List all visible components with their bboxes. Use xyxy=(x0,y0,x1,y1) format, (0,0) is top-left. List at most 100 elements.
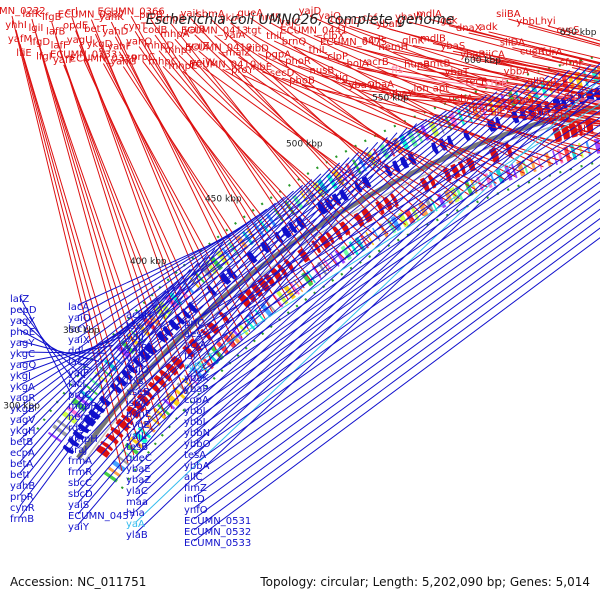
feature-block-inner xyxy=(357,156,368,172)
gene-label: cueR xyxy=(520,47,545,58)
gene-label: ybaZ xyxy=(126,475,151,486)
gene-callout-line xyxy=(77,215,259,339)
gene-callout-line xyxy=(218,51,442,208)
feature-block-outer xyxy=(429,197,438,212)
gene-callout-line xyxy=(230,22,460,199)
gene-label: lfiE xyxy=(16,48,31,59)
gene-callout-lines xyxy=(11,15,600,542)
reverse-gene-arrow xyxy=(288,221,298,234)
gene-callout-line xyxy=(135,87,508,402)
gene-callout-line xyxy=(19,43,135,456)
gene-label: proC xyxy=(68,390,91,401)
reverse-gene-arrow xyxy=(274,231,284,244)
gene-callout-line xyxy=(476,86,600,102)
gene-label: sbcD xyxy=(68,489,93,500)
gene-label: betT xyxy=(84,24,107,35)
gene-label: yajD xyxy=(299,6,322,17)
gene-label: clpX xyxy=(323,31,345,42)
forward-gene-arrow xyxy=(170,355,185,370)
gene-label: ECUMN_0419 xyxy=(185,42,252,53)
gene-callout-line xyxy=(193,164,600,454)
gene-callout-line xyxy=(83,59,221,359)
gene-callout-line xyxy=(19,313,144,408)
gene-label: ybaP xyxy=(184,384,208,395)
gene-label: ECUMN_0333 xyxy=(50,50,117,61)
gene-label: ECUMN_0533 xyxy=(184,538,251,549)
gene-callout-line xyxy=(262,71,525,174)
gene-label: yahG xyxy=(110,57,136,68)
gene-label: betA xyxy=(10,459,33,470)
gene-callout-line xyxy=(472,59,600,83)
gene-label: ECUMN_0441 xyxy=(280,26,347,37)
gene-label: lafZ xyxy=(10,294,29,305)
gene-label: siiCA xyxy=(480,50,505,61)
gene-label: tesB xyxy=(126,442,148,453)
gene-callout-line xyxy=(193,117,600,388)
feature-block-inner xyxy=(66,405,82,419)
gene-callout-line xyxy=(452,50,600,80)
gene-label: lafB xyxy=(46,26,65,37)
gene-label: ylaC xyxy=(126,486,148,497)
gene-callout-line xyxy=(436,67,600,93)
gene-label: yajL xyxy=(126,431,147,442)
reverse-gene-arrow xyxy=(431,142,440,155)
gene-callout-line xyxy=(448,25,600,64)
gene-label: prpC xyxy=(131,52,155,63)
gene-label: ybbA xyxy=(504,67,530,78)
gene-label: gsk xyxy=(440,16,458,27)
gene-callout-line xyxy=(281,77,563,162)
gene-label: hemB xyxy=(68,412,97,423)
gene-label: priC xyxy=(184,318,204,329)
gene-label: ybbI xyxy=(184,417,206,428)
gene-label: cynT xyxy=(123,21,148,32)
gene-label: yajR xyxy=(126,343,148,354)
gene-label: yaA xyxy=(126,519,145,530)
gene-label: queC xyxy=(126,453,152,464)
gene-label: phoE xyxy=(10,327,35,338)
gene-callout-line xyxy=(432,43,600,79)
feature-block-inner xyxy=(71,397,87,412)
forward-gene-arrow xyxy=(126,405,141,419)
gene-callout-line xyxy=(19,276,183,463)
feature-block-inner xyxy=(428,120,440,138)
gene-label: prpB xyxy=(139,10,163,21)
forward-gene-arrow xyxy=(200,328,212,341)
feature-block-outer xyxy=(552,150,558,166)
feature-block-inner xyxy=(386,141,396,157)
feature-block-outer xyxy=(311,265,322,279)
forward-gene-arrow xyxy=(164,362,179,376)
feature-block-inner xyxy=(61,410,78,425)
gene-label: ybaE xyxy=(126,464,151,475)
gene-label: ybaT xyxy=(445,67,470,78)
gene-label: yaiS xyxy=(68,500,89,511)
gene-label: ykgH xyxy=(10,426,36,437)
feature-block-inner xyxy=(316,178,329,195)
gene-label: rybC xyxy=(184,362,207,373)
forward-gene-arrow xyxy=(270,268,283,283)
gene-callout-line xyxy=(193,208,600,509)
gene-callout-line xyxy=(135,110,447,336)
gene-callout-line xyxy=(182,70,380,240)
gene-label: ispA xyxy=(126,398,147,409)
gene-label: ecpA xyxy=(10,448,35,459)
gene-label: ECUMN_0410 xyxy=(189,59,256,70)
gene-label: yagU xyxy=(67,35,93,46)
gene-label: yaiZ xyxy=(188,41,210,52)
gene-label: ECUMN_0413 xyxy=(181,26,248,37)
gene-callout-line xyxy=(193,199,600,498)
gene-callout-line xyxy=(63,64,193,387)
gene-label: ybbY xyxy=(548,111,574,122)
reverse-gene-arrow xyxy=(331,193,342,206)
gene-label: cysS xyxy=(557,25,580,36)
gene-callout-line xyxy=(238,56,479,192)
gene-label: recR xyxy=(465,77,488,88)
gene-label: ECUMN_0339 xyxy=(70,54,137,65)
feature-block-inner xyxy=(199,263,214,279)
gene-callout-line xyxy=(77,202,276,361)
gene-callout-line xyxy=(135,102,467,358)
feature-block-outer xyxy=(301,271,314,287)
gene-callout-line xyxy=(193,139,600,421)
gene-label: siiBA xyxy=(496,9,521,20)
